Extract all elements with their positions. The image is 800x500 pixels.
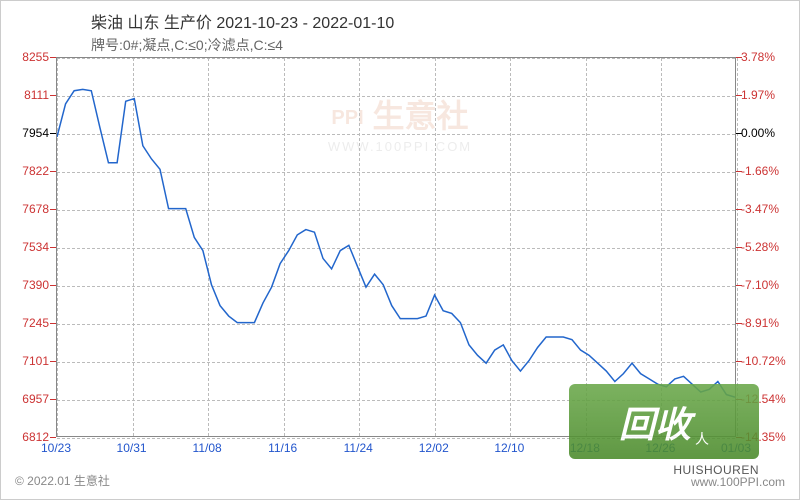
y-right-tick: -7.10% [741, 278, 796, 292]
y-left-tick: 7245 [4, 316, 49, 330]
grid-h [57, 58, 735, 59]
grid-v [57, 58, 58, 436]
x-tick: 10/23 [41, 441, 71, 455]
y-left-tick: 7534 [4, 240, 49, 254]
chart-title: 柴油 山东 生产价 2021-10-23 - 2022-01-10 [91, 9, 394, 33]
footer-left: © 2022.01 生意社 [15, 472, 110, 489]
grid-h [57, 172, 735, 173]
y-right-tick: -5.28% [741, 240, 796, 254]
grid-h [57, 248, 735, 249]
x-tick: 11/08 [193, 441, 222, 455]
x-tick: 10/31 [117, 441, 147, 455]
y-right-tick: -10.72% [741, 354, 796, 368]
y-left-tick: 8255 [4, 50, 49, 64]
y-right-tick: 3.78% [741, 50, 796, 64]
y-right-tick: 0.00% [741, 126, 796, 140]
overlay-badge: 回收 人 [569, 384, 759, 459]
grid-v [284, 58, 285, 436]
grid-h [57, 362, 735, 363]
grid-v [133, 58, 134, 436]
y-left-tick: 8111 [4, 88, 49, 102]
grid-v [586, 58, 587, 436]
chart-subtitle: 牌号:0#;凝点,C:≤0;冷滤点,C:≤4 [91, 35, 283, 55]
x-tick: 12/02 [419, 441, 449, 455]
grid-v [661, 58, 662, 436]
x-tick: 11/16 [268, 441, 297, 455]
grid-h [57, 210, 735, 211]
y-left-tick: 7101 [4, 354, 49, 368]
grid-v [435, 58, 436, 436]
grid-h [57, 286, 735, 287]
grid-h [57, 134, 735, 135]
x-tick: 12/10 [494, 441, 524, 455]
y-right-tick: 1.97% [741, 88, 796, 102]
footer-right: www.100PPI.com [691, 475, 785, 489]
plot-area [56, 57, 736, 437]
grid-v [208, 58, 209, 436]
y-right-tick: -1.66% [741, 164, 796, 178]
y-left-tick: 7954 [4, 126, 49, 140]
overlay-badge-big: 回收 [619, 396, 691, 448]
grid-v [510, 58, 511, 436]
chart-container: 柴油 山东 生产价 2021-10-23 - 2022-01-10 牌号:0#;… [0, 0, 800, 500]
grid-h [57, 324, 735, 325]
y-left-tick: 7678 [4, 202, 49, 216]
grid-v [359, 58, 360, 436]
y-left-tick: 7822 [4, 164, 49, 178]
y-left-tick: 7390 [4, 278, 49, 292]
overlay-badge-small: 人 [695, 429, 709, 449]
x-tick: 11/24 [344, 441, 373, 455]
y-right-tick: -3.47% [741, 202, 796, 216]
price-line [57, 58, 735, 436]
grid-h [57, 96, 735, 97]
y-right-tick: -8.91% [741, 316, 796, 330]
y-left-tick: 6957 [4, 392, 49, 406]
